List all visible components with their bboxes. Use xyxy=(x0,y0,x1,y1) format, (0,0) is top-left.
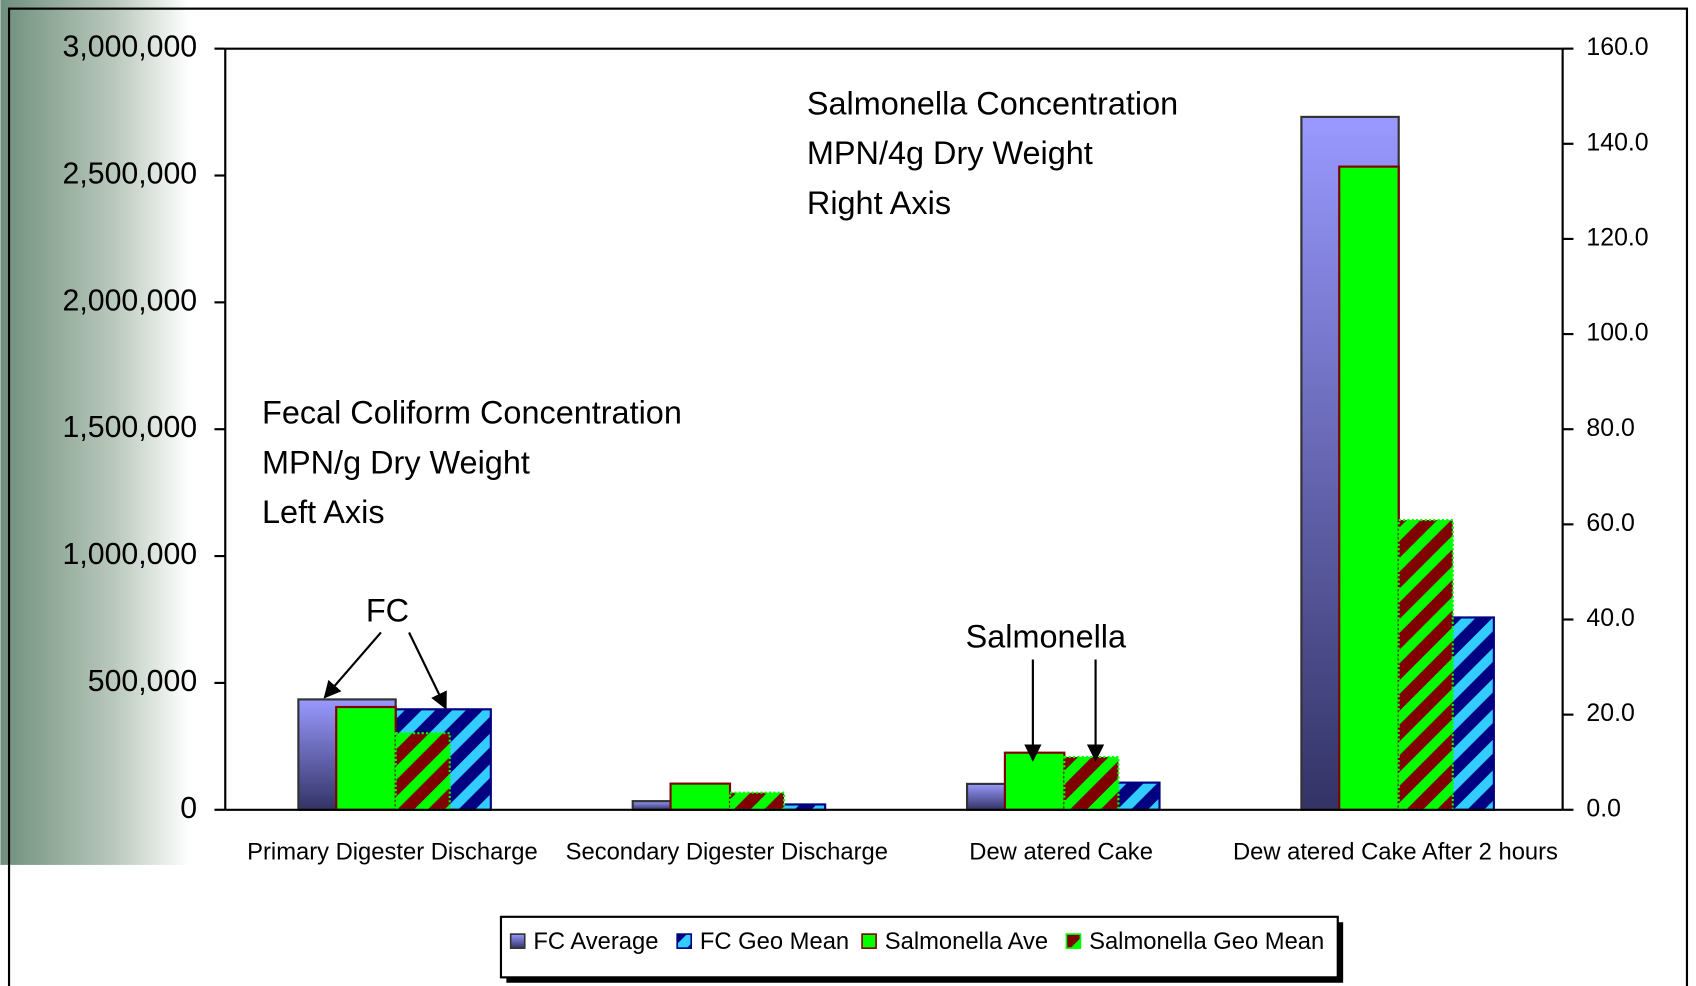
bar xyxy=(728,791,786,811)
y2-tick-label: 120.0 xyxy=(1586,223,1648,251)
y-tick-label: 2,500,000 xyxy=(62,158,197,191)
annotation: Right Axis xyxy=(807,185,951,221)
y-tick-label: 1,000,000 xyxy=(62,538,197,571)
y-tick-label: 0 xyxy=(180,792,197,825)
legend-label: Salmonella Geo Mean xyxy=(1089,928,1324,955)
legend-swatch xyxy=(509,933,526,949)
legend-swatch xyxy=(861,933,877,949)
bar xyxy=(1338,165,1400,811)
y2-tick-label: 40.0 xyxy=(1586,604,1634,632)
x-tick-label: Dew atered Cake After 2 hours xyxy=(1233,838,1558,865)
background-photo xyxy=(0,0,190,865)
legend-label: FC Average xyxy=(533,928,658,955)
y-tick-label: 2,000,000 xyxy=(62,284,197,317)
annotation: Salmonella Concentration xyxy=(807,86,1178,122)
bar xyxy=(394,732,451,811)
bar xyxy=(669,782,732,811)
bar xyxy=(335,705,397,811)
y2-tick-label: 60.0 xyxy=(1586,509,1634,537)
axes: 0 500,000 1,000,000 1,500,000 2,000,000 2,500… xyxy=(62,31,1648,866)
y2-tick-label: 140.0 xyxy=(1586,128,1648,156)
frame xyxy=(7,7,1689,986)
bar xyxy=(1063,755,1120,811)
y2-tick-label: 0.0 xyxy=(1586,794,1621,822)
bar xyxy=(1397,518,1454,811)
annotation: Left Axis xyxy=(262,494,385,530)
annotation: Fecal Coliform Concentration xyxy=(262,395,682,431)
y-tick-label: 1,500,000 xyxy=(62,411,197,444)
y-tick-label: 500,000 xyxy=(88,665,197,698)
annotation: Salmonella xyxy=(966,619,1127,655)
x-tick-label: Dew atered Cake xyxy=(969,838,1153,865)
legend-swatch xyxy=(676,933,693,949)
x-tick-label: Primary Digester Discharge xyxy=(247,838,538,865)
legend-label: FC Geo Mean xyxy=(700,928,849,955)
legend: FC Average FC Geo Mean Salmonella Ave Salmo… xyxy=(499,915,1344,983)
bars xyxy=(297,115,1495,811)
bar xyxy=(1003,751,1066,811)
y2-tick-label: 20.0 xyxy=(1586,699,1634,727)
annotation: FC xyxy=(366,593,409,629)
arrow xyxy=(408,631,447,710)
y2-tick-label: 100.0 xyxy=(1586,319,1648,347)
legend-label: Salmonella Ave xyxy=(885,928,1048,955)
annotation: MPN/g Dry Weight xyxy=(262,444,530,480)
arrow xyxy=(323,631,382,699)
legend-swatch xyxy=(1065,933,1082,949)
annotation: MPN/4g Dry Weight xyxy=(807,135,1093,171)
x-tick-label: Secondary Digester Discharge xyxy=(566,838,888,865)
legend-box xyxy=(499,915,1339,979)
y-tick-label: 3,000,000 xyxy=(62,31,197,64)
y2-tick-label: 80.0 xyxy=(1586,414,1634,442)
y2-tick-label: 160.0 xyxy=(1586,33,1648,61)
